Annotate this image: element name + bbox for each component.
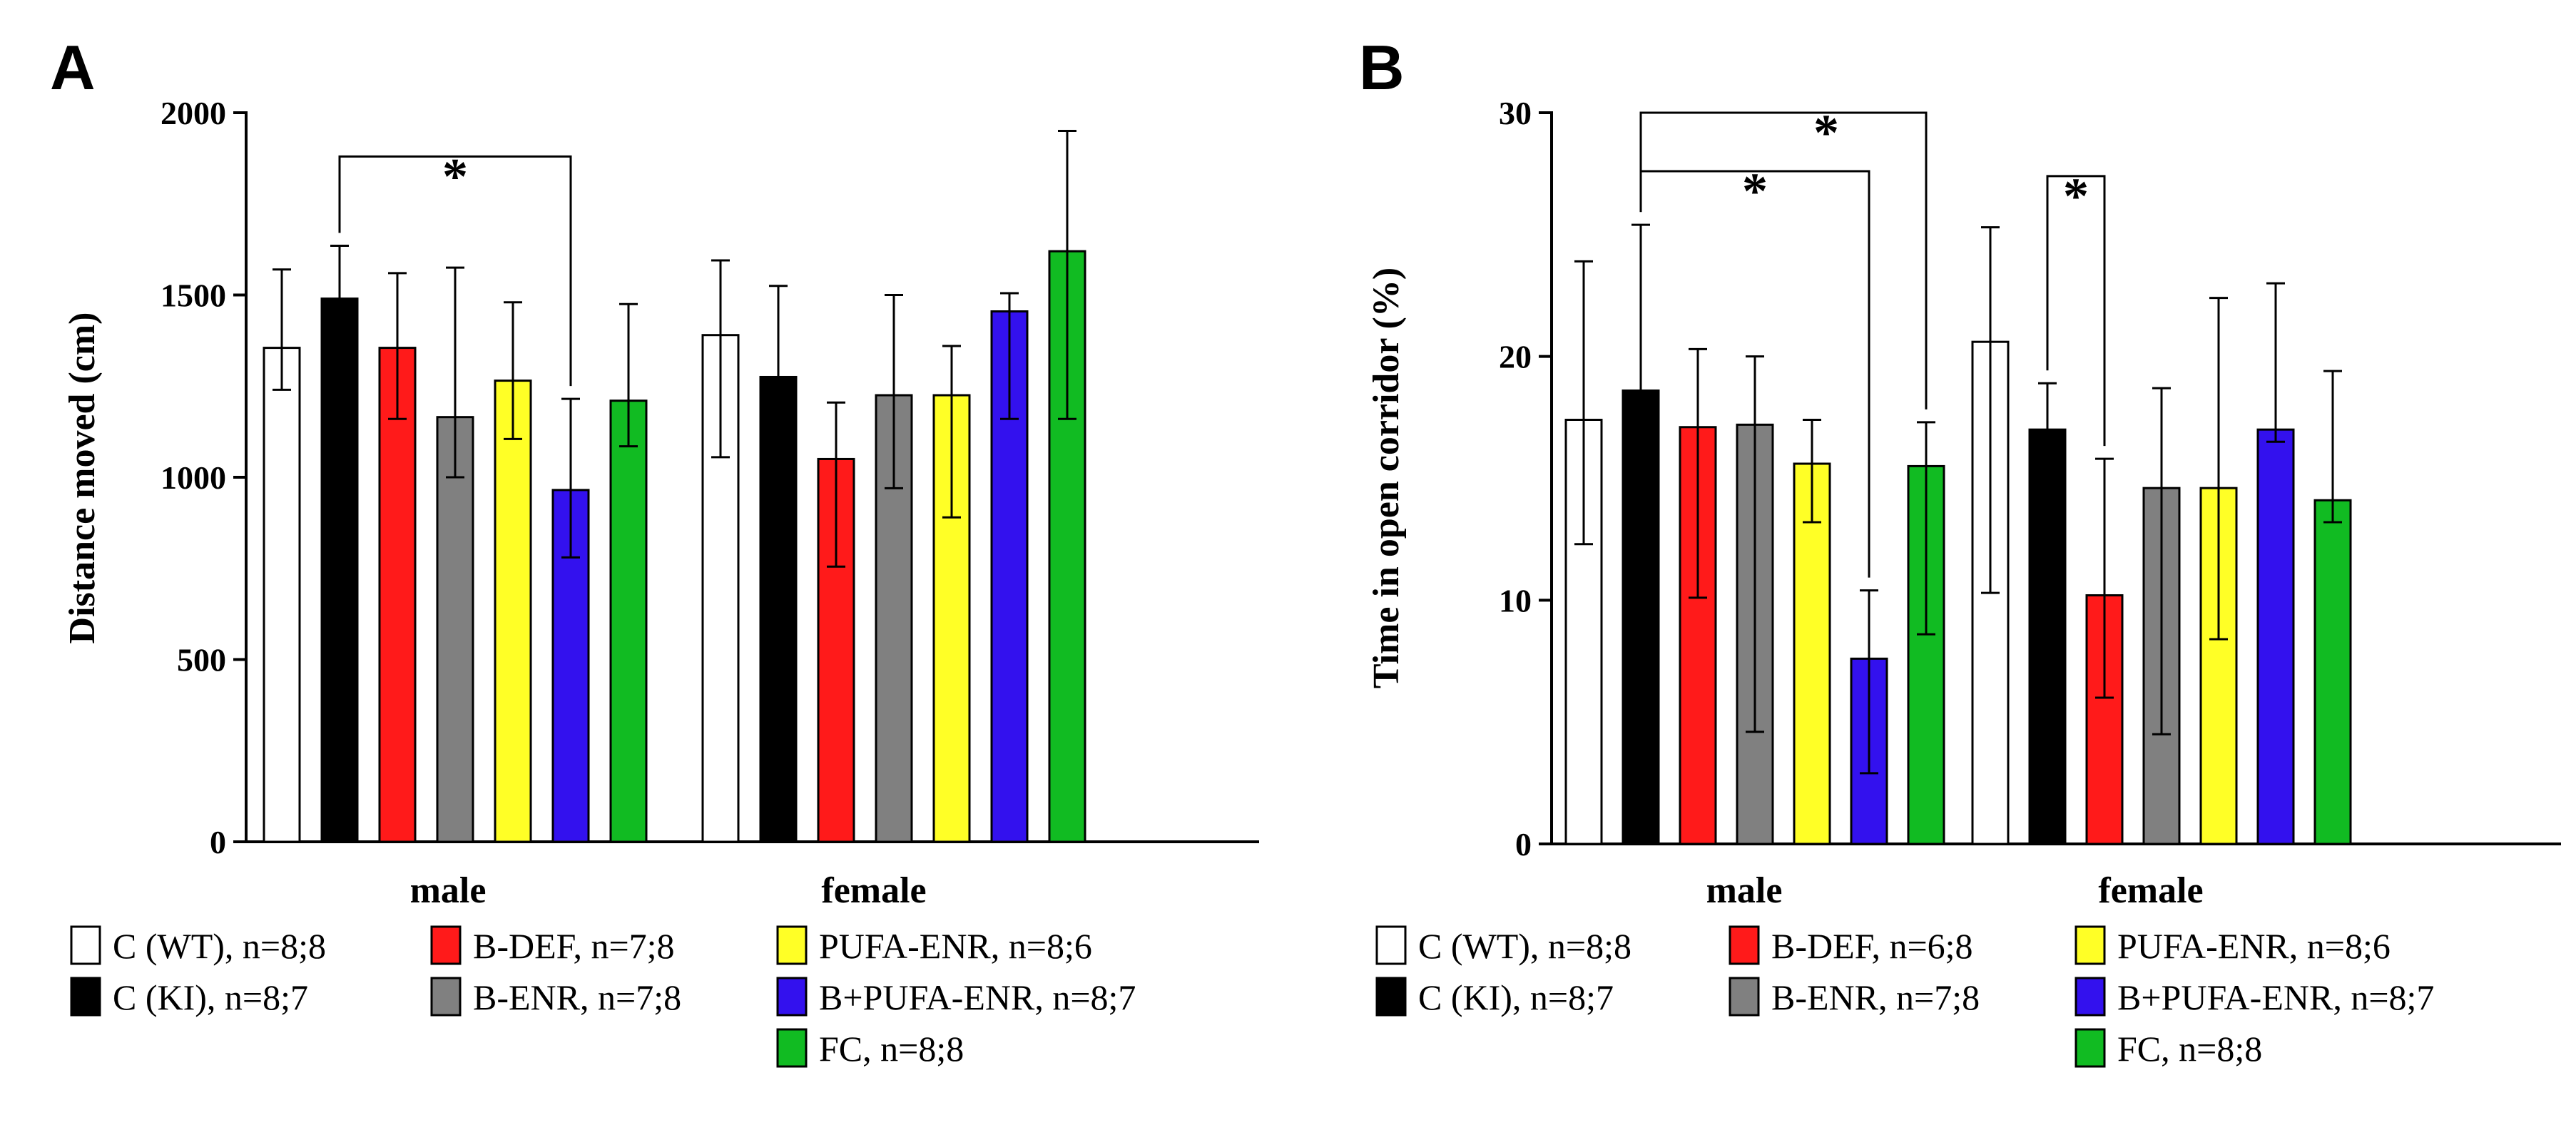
panel-a-legend-label: B-ENR, n=7;8 [473, 977, 681, 1017]
panel-b-legend-label: B-ENR, n=7;8 [1771, 977, 1980, 1017]
panel-a-y-tick-label: 500 [177, 642, 226, 678]
panel-a-bar [320, 297, 359, 843]
panel-b-error-bars [1574, 223, 2342, 775]
panel-a-legend-swatch [430, 925, 462, 965]
panel-a-group-label-female: female [821, 870, 926, 911]
panel-a-y-tick-label: 2000 [161, 95, 226, 131]
panel-b-legend-swatch [1729, 925, 1760, 965]
panel-b-legend-label: PUFA-ENR, n=8;6 [2117, 926, 2391, 966]
panel-a-legend-swatch [430, 977, 462, 1017]
panel-a-legend-swatch [776, 977, 808, 1017]
panel-b-significance-star: * [1742, 163, 1768, 220]
panel-a-legend-swatch [776, 1028, 808, 1068]
panel-b-legend-label: B-DEF, n=6;8 [1771, 926, 1973, 966]
panel-b-bar [2313, 499, 2352, 845]
panel-b-legend-swatch [1375, 925, 1407, 965]
panel-a-distance-moved: A Distance moved (cm) 0 500 1000 1500 2000 ma… [50, 32, 1259, 1069]
panel-a-y-tick-label: 1000 [161, 459, 226, 496]
panel-b-time-open-corridor: B Time in open corridor (%) 0 10 20 30 male f… [1359, 32, 2561, 1069]
panel-a-group-label-male: male [410, 870, 487, 911]
panel-a-legend: C (WT), n=8;8 C (KI), n=8;7 B-DEF, n=7;8 B-… [70, 925, 1136, 1069]
panel-b-legend-swatch [1375, 977, 1407, 1017]
panel-a-letter: A [50, 32, 96, 103]
panel-b-significance-bracket [1639, 170, 1870, 578]
panel-b-significance-star: * [1813, 104, 1839, 161]
panel-b-significance: * * * [1639, 104, 2106, 578]
panel-b-bar [2256, 428, 2295, 845]
panel-b-legend-swatch [2074, 925, 2106, 965]
panel-b-y-tick-label: 10 [1499, 582, 1532, 619]
panel-b-bar [2028, 428, 2067, 845]
panel-a-legend-label: C (WT), n=8;8 [113, 926, 326, 966]
panel-b-y-axis-label: Time in open corridor (%) [1366, 268, 1407, 688]
panel-a-legend-swatch [70, 925, 101, 965]
panel-b-bar [1622, 390, 1660, 845]
panel-b-bars [1564, 340, 2352, 845]
panel-a-bar [494, 380, 532, 843]
panel-a-bar [436, 416, 474, 843]
panel-a-legend-label: PUFA-ENR, n=8;6 [819, 926, 1092, 966]
panel-a-legend-label: C (KI), n=8;7 [113, 977, 308, 1017]
panel-b-group-label-female: female [2098, 870, 2203, 911]
panel-b-y-tick-label: 30 [1499, 95, 1532, 131]
panel-b-legend-label: C (KI), n=8;7 [1418, 977, 1614, 1017]
panel-a-legend-swatch [70, 977, 101, 1017]
panel-b-y-tick-label: 0 [1515, 826, 1532, 862]
panel-a-error-bars [273, 130, 1076, 568]
panel-a-bar [609, 399, 648, 843]
panel-a-significance-bracket [338, 155, 572, 387]
panel-b-bar [1793, 462, 1831, 845]
panel-b-legend-label: B+PUFA-ENR, n=8;7 [2117, 977, 2434, 1017]
panel-b-significance-bracket [1639, 111, 1928, 409]
panel-a-significance: * [338, 148, 572, 387]
panel-a-bar [378, 347, 417, 843]
panel-b-legend-swatch [2074, 977, 2106, 1017]
panel-b-y-tick-label: 20 [1499, 339, 1532, 375]
panel-a-legend-label: B+PUFA-ENR, n=8;7 [819, 977, 1136, 1017]
panel-a-legend-label: FC, n=8;8 [819, 1029, 964, 1069]
panel-b-significance-bracket [2046, 175, 2106, 447]
panel-b-legend-swatch [1729, 977, 1760, 1017]
panel-b-legend-label: FC, n=8;8 [2117, 1029, 2262, 1069]
panel-b-legend: C (WT), n=8;8 C (KI), n=8;7 B-DEF, n=6;8 B-… [1375, 925, 2434, 1069]
panel-b-letter: B [1359, 32, 1405, 103]
panel-a-y-tick-label: 1500 [161, 278, 226, 314]
panel-a-significance-star: * [442, 148, 468, 205]
panel-a-y-axis-label: Distance moved (cm) [62, 312, 103, 644]
panel-b-significance-star: * [2063, 168, 2089, 225]
panel-a-legend-swatch [776, 925, 808, 965]
panel-b-legend-label: C (WT), n=8;8 [1418, 926, 1631, 966]
panel-a-y-tick-label: 0 [210, 824, 226, 860]
panel-b-legend-swatch [2074, 1028, 2106, 1068]
panel-a-legend-label: B-DEF, n=7;8 [473, 926, 675, 966]
panel-a-bars [263, 250, 1086, 843]
panel-b-group-label-male: male [1706, 870, 1783, 911]
panel-a-bar [263, 347, 301, 843]
